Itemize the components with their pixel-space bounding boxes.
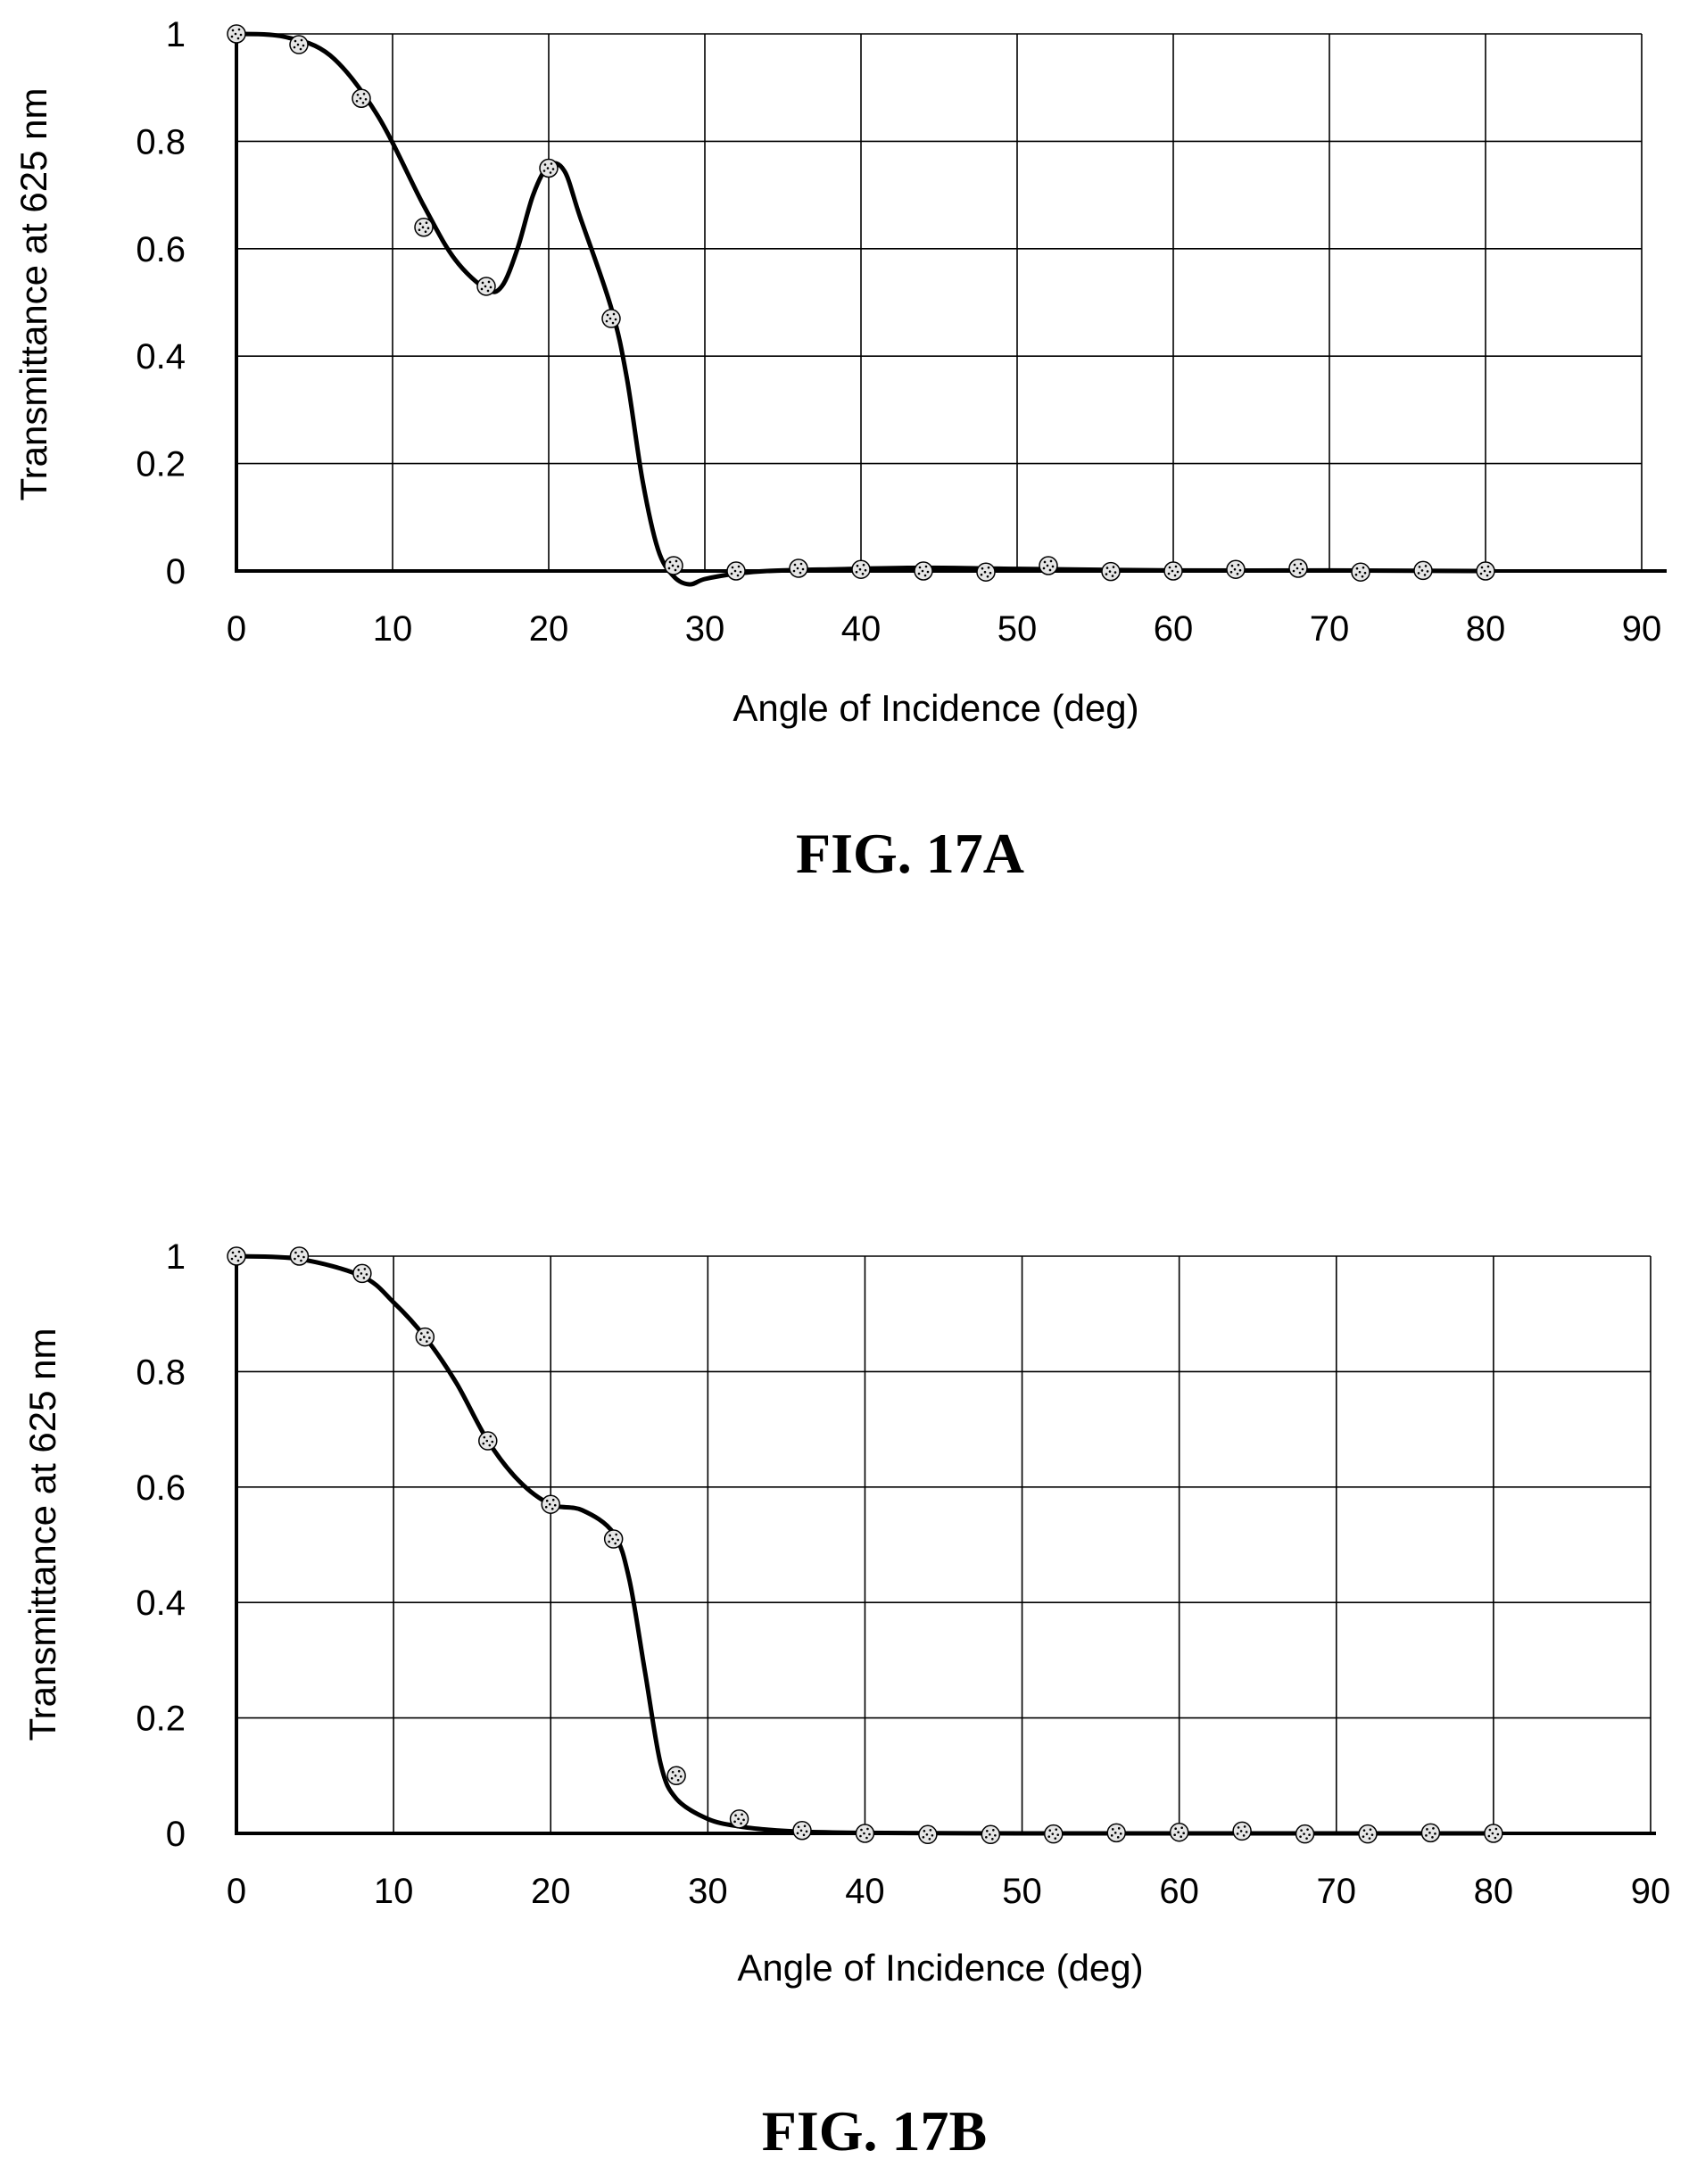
chart-17a-data-point [1413, 560, 1433, 581]
chart-17b-data-point [1484, 1824, 1503, 1843]
chart-17b-data-point [478, 1431, 498, 1451]
chart-17b-y-tick-label: 0 [166, 1815, 186, 1854]
chart-17b-data-point [1295, 1824, 1315, 1844]
chart-17b-x-tick-label: 50 [1002, 1872, 1042, 1911]
chart-17a-x-tick-label: 60 [1154, 609, 1194, 649]
chart-17a-data-point [664, 556, 683, 575]
chart-17a-data-point [289, 35, 309, 54]
chart-17a-ticks: 0 10 20 30 40 50 60 70 80 90 0 0.2 0.4 0.6 0.8 1 [136, 15, 1661, 649]
chart-17a-data-point [227, 24, 246, 44]
chart-17b-data-point [981, 1824, 1001, 1845]
chart-17b-data-point [1358, 1824, 1378, 1844]
chart-17b-x-tick-label: 60 [1159, 1872, 1199, 1911]
chart-17b-x-tick-label: 40 [845, 1872, 885, 1911]
chart-17a-data-point [1226, 559, 1246, 579]
chart-17a-y-tick-label: 0.8 [136, 122, 186, 161]
chart-17b-data-point [1169, 1822, 1189, 1842]
chart-17a-axes [235, 34, 1667, 573]
chart-17b-data-point [541, 1494, 560, 1514]
chart-17b-data-point [227, 1246, 246, 1266]
chart-17b-x-tick-label: 20 [531, 1872, 571, 1911]
chart-17b-data-point [1106, 1823, 1126, 1843]
chart-17b-axes [235, 1256, 1656, 1835]
chart-17b-data-point [415, 1327, 435, 1347]
chart-17a-data-point [414, 217, 434, 237]
chart-17a-x-tick-label: 10 [373, 609, 413, 649]
chart-17a-data-point [539, 158, 559, 178]
chart-17a-y-tick-label: 0.2 [136, 445, 186, 484]
chart-17a-data-point [1351, 562, 1370, 582]
chart-17a-data-point [851, 559, 871, 579]
chart-17a-data-point [1101, 561, 1121, 582]
chart-17b-data-point [603, 1529, 624, 1549]
chart-17a-x-tick-label: 0 [227, 609, 246, 649]
chart-17a-data-point [601, 309, 621, 328]
chart-17a-figure-label: FIG. 17A [796, 822, 1024, 885]
chart-17b-data-point [792, 1821, 812, 1841]
chart-17a-data-point [1476, 561, 1495, 581]
chart-17a-x-axis-label: Angle of Incidence (deg) [733, 687, 1138, 729]
chart-17b-y-tick-label: 1 [166, 1237, 186, 1277]
chart-17a-data-points [227, 24, 1495, 582]
chart-17a-data-point [726, 561, 746, 581]
chart-17a-y-tick-label: 1 [166, 15, 186, 54]
chart-17a-data-point [1039, 556, 1058, 575]
chart-17b-ticks: 0 10 20 30 40 50 60 70 80 90 0 0.2 0.4 0.6 0.8 1 [136, 1237, 1670, 1911]
chart-17b-data-point [1044, 1824, 1064, 1844]
chart-17b-figure-label: FIG. 17B [762, 2099, 987, 2163]
chart-17a-data-point [352, 88, 371, 108]
chart-17b-y-axis-label: Transmittance at 625 nm [21, 1328, 63, 1741]
chart-17b-grid [236, 1255, 1651, 1833]
chart-17b-x-tick-label: 30 [688, 1872, 728, 1911]
chart-17a-y-tick-label: 0.6 [136, 230, 186, 269]
chart-17b-data-point [1232, 1821, 1252, 1841]
chart-17a-data-point [1163, 561, 1183, 581]
chart-17a-x-tick-label: 30 [685, 609, 725, 649]
chart-17a-x-tick-label: 90 [1622, 609, 1662, 649]
chart-17a-data-point [789, 558, 808, 578]
chart-17a-data-point [1288, 558, 1308, 578]
chart-17a-x-tick-label: 40 [841, 609, 882, 649]
chart-17a-y-tick-label: 0 [166, 552, 186, 592]
chart-17b-data-point [855, 1824, 875, 1843]
chart-17b-x-tick-label: 80 [1474, 1872, 1514, 1911]
chart-17b-data-point [918, 1824, 938, 1845]
chart-17a-x-tick-label: 70 [1310, 609, 1350, 649]
chart-17b-x-axis-label: Angle of Incidence (deg) [737, 1947, 1143, 1989]
chart-17b-y-tick-label: 0.4 [136, 1584, 186, 1623]
chart-17b-x-tick-label: 10 [374, 1872, 414, 1911]
chart-17b-x-tick-label: 90 [1631, 1872, 1671, 1911]
chart-17b-x-tick-label: 0 [227, 1872, 246, 1911]
chart-17a-x-tick-label: 80 [1466, 609, 1506, 649]
chart-17b-y-tick-label: 0.6 [136, 1468, 186, 1508]
chart-17b-data-point [352, 1263, 372, 1284]
chart-17b-data-point [729, 1809, 749, 1829]
chart-17a-data-point [976, 562, 996, 582]
chart-17a-data-point [914, 561, 933, 581]
chart-17a: 0 10 20 30 40 50 60 70 80 90 0 0.2 0.4 0.6 0.8 1 Angle … [12, 15, 1667, 885]
chart-17a-y-axis-label: Transmittance at 625 nm [12, 88, 54, 501]
chart-17a-data-point [476, 277, 496, 296]
chart-17b-data-point [1420, 1823, 1441, 1843]
chart-17a-grid [236, 33, 1643, 571]
chart-17b-data-point [666, 1766, 686, 1786]
chart-17a-x-tick-label: 20 [529, 609, 569, 649]
chart-17b-x-tick-label: 70 [1317, 1872, 1357, 1911]
chart-17b-y-tick-label: 0.8 [136, 1353, 186, 1392]
chart-17a-y-tick-label: 0.4 [136, 337, 186, 376]
chart-17b-data-point [289, 1246, 310, 1266]
chart-17b-data-points [227, 1246, 1503, 1845]
chart-17b-y-tick-label: 0.2 [136, 1700, 186, 1739]
chart-17b: 0 10 20 30 40 50 60 70 80 90 0 0.2 0.4 0.6 0.8 1 Angle … [21, 1237, 1670, 2163]
chart-17a-x-tick-label: 50 [998, 609, 1038, 649]
